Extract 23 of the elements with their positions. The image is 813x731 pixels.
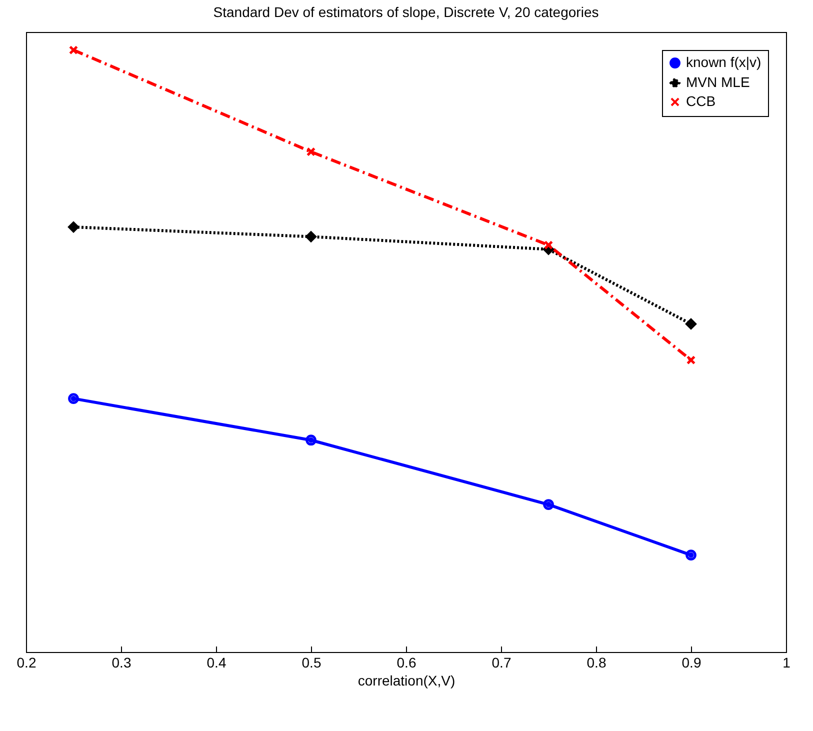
x-tick-label: 0.2 — [16, 654, 36, 670]
point — [306, 434, 316, 446]
x-tick-label: 1 — [782, 654, 791, 670]
legend-label: MVN MLE — [686, 74, 750, 90]
x-tick-label: 0.3 — [112, 654, 132, 670]
point — [68, 45, 78, 55]
point — [543, 499, 554, 510]
legend-label: CCB — [686, 93, 716, 109]
point — [306, 147, 316, 156]
legend-label: known f(x|v) — [686, 54, 762, 70]
chart-title: Standard Dev of estimators of slope, Discrete V, 20 categories — [213, 4, 599, 20]
x-tick-label: 0.5 — [302, 654, 322, 670]
x-tick-label: 0.6 — [396, 654, 416, 670]
point — [686, 355, 696, 365]
x-tick-label: 0.4 — [206, 654, 226, 670]
x-tick-label: 0.9 — [682, 654, 702, 670]
x-axis-title: correlation(X,V) — [358, 672, 456, 688]
x-tick-label: 0.8 — [586, 654, 606, 670]
point — [686, 318, 696, 330]
point — [306, 231, 316, 242]
point — [68, 222, 79, 232]
point — [544, 240, 554, 250]
x-tick-label: 0.7 — [492, 654, 512, 670]
